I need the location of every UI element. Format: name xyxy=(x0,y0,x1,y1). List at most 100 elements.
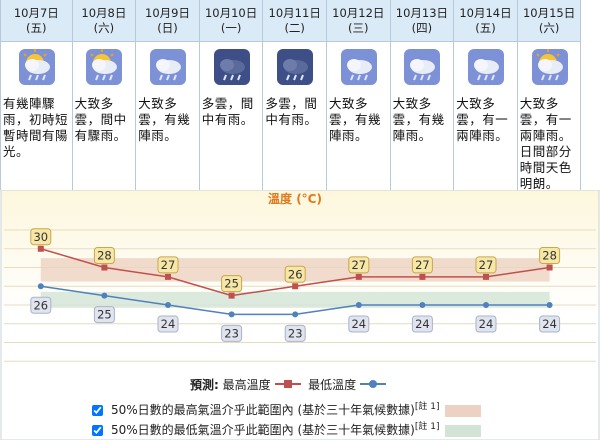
point xyxy=(546,302,553,308)
value-label-box xyxy=(157,315,179,333)
day-column: 10月9日 (日) 大致多雲，有幾陣雨。 xyxy=(136,0,200,190)
value-label: 27 xyxy=(415,258,430,272)
point xyxy=(37,283,44,290)
point xyxy=(546,264,553,271)
date: 10月11日 xyxy=(268,6,321,20)
weather-icon xyxy=(467,49,504,85)
description: 有幾陣驟雨，初時短暫時間有陽光。 xyxy=(3,96,69,159)
date: 10月13日 xyxy=(395,6,449,20)
checkbox[interactable] xyxy=(92,405,103,416)
day-header: 10月11日 (二) xyxy=(263,0,326,42)
point xyxy=(483,273,489,280)
icon-cell xyxy=(391,42,454,96)
value-label-box xyxy=(93,306,115,324)
value-label: 28 xyxy=(542,249,557,263)
point xyxy=(355,302,362,308)
icon-cell xyxy=(1,42,72,96)
point xyxy=(483,302,489,308)
weekday: (四) xyxy=(411,21,433,35)
point xyxy=(228,292,235,299)
value-label-box xyxy=(221,324,243,342)
value-label: 24 xyxy=(351,317,366,331)
description: 大致多雲，有幾陣雨。 xyxy=(138,96,191,143)
description: 大致多雲，有幾陣雨。 xyxy=(329,96,382,143)
value-label: 28 xyxy=(97,249,112,263)
value-label: 24 xyxy=(542,317,557,331)
icon-cell xyxy=(200,42,263,96)
value-label-box xyxy=(539,247,561,264)
weather-icon xyxy=(531,49,568,85)
weekday: (五) xyxy=(475,21,496,35)
band-swatch xyxy=(445,404,482,417)
value-label-box xyxy=(221,275,243,293)
point xyxy=(101,264,108,271)
icon-cell xyxy=(263,42,326,96)
band-note: [註 1] xyxy=(414,402,440,412)
weekday: (六) xyxy=(538,21,560,35)
value-label-box xyxy=(411,256,433,274)
weather-icon xyxy=(86,49,123,85)
band-label: 50%日數的最高氣溫介乎此範圍內 (基於三十年氣候數據) xyxy=(111,403,415,417)
date: 10月7日 xyxy=(13,6,59,20)
weather-icon xyxy=(19,49,56,85)
description: 大致多雲，有一兩陣雨。日間部分時間天色明朗。 xyxy=(519,96,572,191)
value-label: 24 xyxy=(479,317,494,331)
value-label-box xyxy=(284,265,306,283)
point xyxy=(228,311,235,318)
date: 10月12日 xyxy=(332,6,385,20)
weather-icon xyxy=(404,49,441,85)
day-header: 10月14日 (五) xyxy=(454,0,517,42)
value-label-box xyxy=(475,256,497,274)
point xyxy=(292,283,299,290)
date: 10月9日 xyxy=(145,6,190,20)
value-label: 23 xyxy=(288,326,303,340)
day-header: 10月8日 (六) xyxy=(72,0,136,42)
value-label: 27 xyxy=(351,258,366,272)
weather-icon xyxy=(149,49,186,85)
weekday: (六) xyxy=(93,21,115,35)
point xyxy=(419,273,426,280)
date: 10月8日 xyxy=(81,6,127,20)
chart: 溫度 (°C) 30 28 27 25 26 27 27 27 28 26 25 24 23 23 24 24… xyxy=(0,190,600,440)
legend: 預測: 最高溫度 最低溫度 xyxy=(190,376,386,393)
value-label: 24 xyxy=(161,317,176,331)
day-header: 10月7日 (五) xyxy=(1,0,72,42)
value-label: 27 xyxy=(479,258,494,272)
weekday: (三) xyxy=(348,21,369,35)
icon-cell xyxy=(518,42,581,96)
day-column: 10月8日 (六) 大致多雲，間中有驟雨。 xyxy=(72,0,137,190)
weather-icon xyxy=(213,49,250,85)
point xyxy=(419,302,426,308)
legend-swatch xyxy=(274,380,301,388)
day-column: 10月10日 (一) 多雲，間中有雨。 xyxy=(199,0,264,190)
band-swatch xyxy=(445,424,482,437)
chart-title: 溫度 (°C) xyxy=(268,191,322,206)
value-label: 27 xyxy=(161,258,176,272)
description: 大致多雲，有一兩陣雨。 xyxy=(456,96,509,143)
weekday: (一) xyxy=(220,21,242,35)
value-label-box xyxy=(475,315,497,333)
day-header: 10月12日 (三) xyxy=(327,0,390,42)
band-legend-row: 50%日數的最低氣溫介乎此範圍內 (基於三十年氣候數據)[註 1] xyxy=(92,419,482,438)
value-label-box xyxy=(539,315,561,333)
legend-swatch xyxy=(359,380,386,388)
value-label: 25 xyxy=(224,277,239,291)
day-column: 10月7日 (五) 有幾陣驟雨，初時短暫時間有陽光。 xyxy=(0,0,73,190)
weather-icon xyxy=(340,49,377,85)
icon-cell xyxy=(73,42,136,96)
date: 10月14日 xyxy=(459,6,512,20)
weather-icon xyxy=(277,49,314,85)
checkbox[interactable] xyxy=(92,425,103,436)
value-label-box xyxy=(30,296,52,314)
value-label: 23 xyxy=(224,326,239,340)
date: 10月10日 xyxy=(204,6,258,20)
band-label: 50%日數的最低氣溫介乎此範圍內 (基於三十年氣候數據) xyxy=(111,423,415,437)
day-column: 10月15日 (六) 大致多雲，有一兩陣雨。日間部分時間天色明朗。 xyxy=(517,0,582,191)
description: 多雲，間中有雨。 xyxy=(265,96,318,127)
value-label: 25 xyxy=(97,308,112,322)
value-label-box xyxy=(348,315,370,333)
icon-cell xyxy=(327,42,390,96)
day-column: 10月12日 (三) 大致多雲，有幾陣雨。 xyxy=(327,0,391,190)
day-column: 10月13日 (四) 大致多雲，有幾陣雨。 xyxy=(390,0,455,190)
